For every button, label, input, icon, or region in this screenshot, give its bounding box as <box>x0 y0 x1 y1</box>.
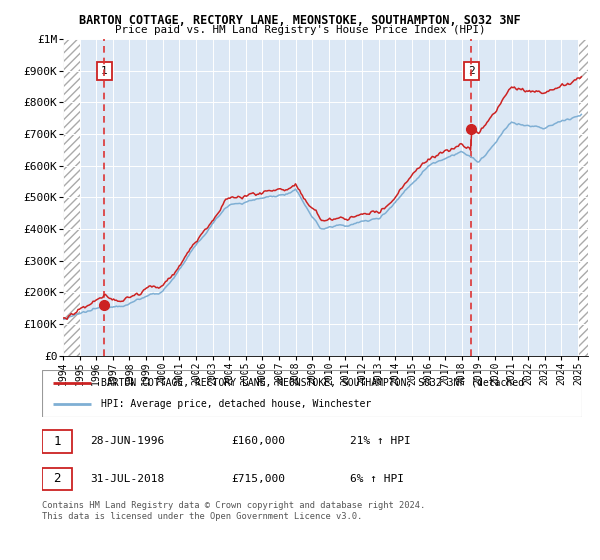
Text: BARTON COTTAGE, RECTORY LANE, MEONSTOKE, SOUTHAMPTON, SO32 3NF (detached: BARTON COTTAGE, RECTORY LANE, MEONSTOKE,… <box>101 378 524 388</box>
Text: 21% ↑ HPI: 21% ↑ HPI <box>350 436 410 446</box>
Bar <box>578 39 592 356</box>
Text: HPI: Average price, detached house, Winchester: HPI: Average price, detached house, Winc… <box>101 399 371 409</box>
Bar <box>42 430 72 452</box>
Text: 6% ↑ HPI: 6% ↑ HPI <box>350 474 404 484</box>
Text: £160,000: £160,000 <box>231 436 285 446</box>
Text: 2: 2 <box>468 66 475 76</box>
Text: Price paid vs. HM Land Registry's House Price Index (HPI): Price paid vs. HM Land Registry's House … <box>115 25 485 35</box>
Bar <box>42 468 72 491</box>
Text: 2: 2 <box>53 473 61 486</box>
Text: 1: 1 <box>53 435 61 447</box>
Text: 31-JUL-2018: 31-JUL-2018 <box>91 474 165 484</box>
Text: Contains HM Land Registry data © Crown copyright and database right 2024.
This d: Contains HM Land Registry data © Crown c… <box>42 501 425 521</box>
Text: 28-JUN-1996: 28-JUN-1996 <box>91 436 165 446</box>
Text: 1: 1 <box>101 66 108 76</box>
Bar <box>63 39 80 356</box>
Text: BARTON COTTAGE, RECTORY LANE, MEONSTOKE, SOUTHAMPTON, SO32 3NF: BARTON COTTAGE, RECTORY LANE, MEONSTOKE,… <box>79 14 521 27</box>
Bar <box>63 39 80 356</box>
Bar <box>578 39 592 356</box>
Text: £715,000: £715,000 <box>231 474 285 484</box>
